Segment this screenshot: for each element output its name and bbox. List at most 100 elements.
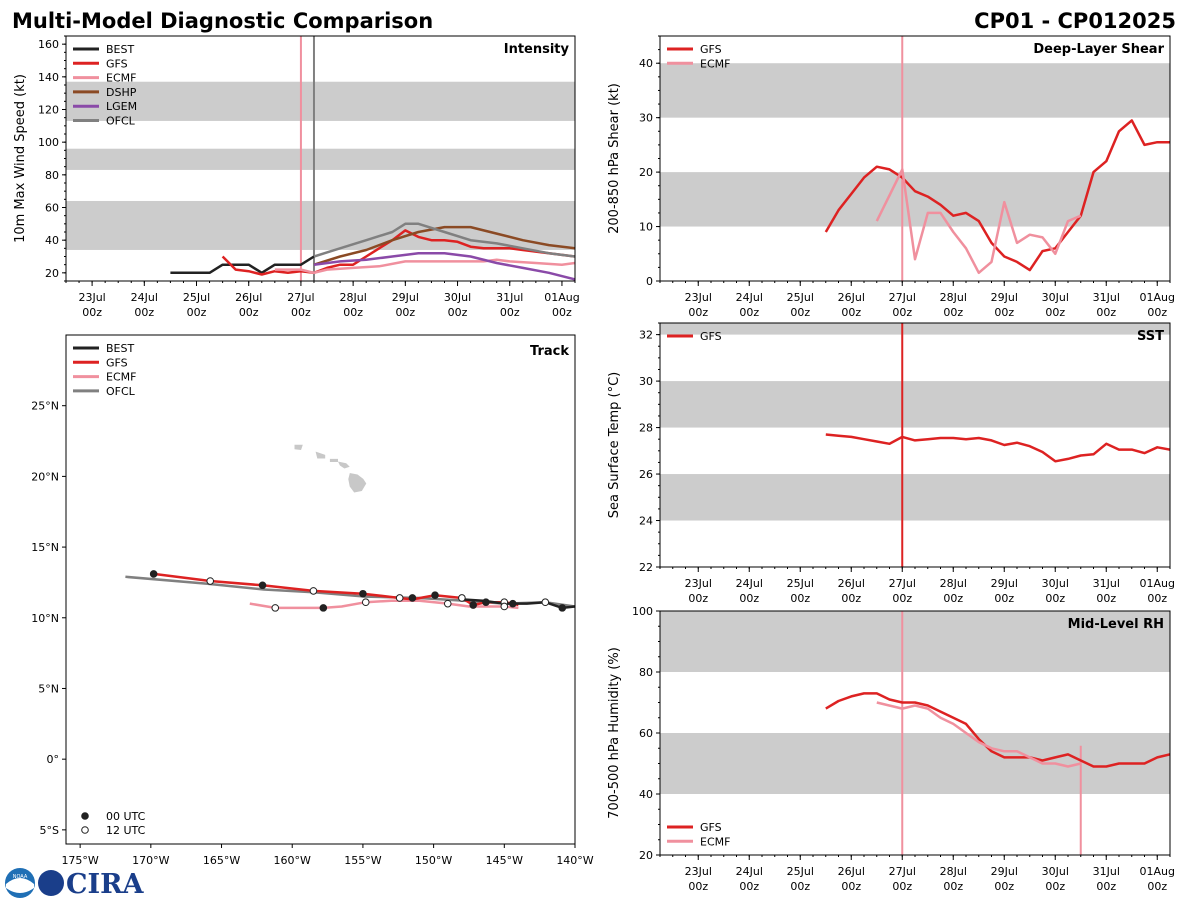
intensity-xtick-sublabel: 00z: [395, 306, 415, 319]
rh-panel: 20 40 60 80 100 23Jul 00z 24Jul 00z 25Jul 00z 26Jul…: [607, 605, 1175, 893]
intensity-series-dshp: [313, 225, 575, 266]
track-marker-12-utc: [500, 602, 509, 611]
intensity-xtick-label: 25Jul: [183, 291, 210, 304]
intensity-xtick-sublabel: 00z: [552, 306, 572, 319]
track-xtick-label: 170°W: [132, 854, 169, 867]
rh-xtick-label: 26Jul: [838, 865, 865, 878]
shear-ytick-label: 0: [646, 275, 653, 288]
track-ytick-label: 5°N: [38, 682, 59, 695]
rh-xtick-label: 24Jul: [736, 865, 763, 878]
intensity-ytick-label: 140: [38, 71, 59, 84]
rh-ytick-label: 60: [639, 727, 653, 740]
shear-series-gfs: [824, 119, 1170, 272]
sst-xtick-sublabel: 00z: [1147, 592, 1167, 605]
track-marker-12-utc: [206, 577, 215, 585]
sst-series-gfs: [825, 433, 1170, 463]
intensity-legend-label-lgem: LGEM: [106, 100, 137, 113]
track-marker-00-utc: [408, 594, 417, 602]
track-xtick-label: 140°W: [556, 854, 593, 867]
shear-xtick-label: 28Jul: [940, 291, 967, 304]
sst-xtick-sublabel: 00z: [841, 592, 861, 605]
intensity-ytick-label: 160: [38, 38, 59, 51]
intensity-ytick-label: 20: [45, 267, 59, 280]
rh-xtick-sublabel: 00z: [739, 880, 759, 893]
rh-ytick-label: 100: [632, 605, 653, 618]
sst-xtick-label: 26Jul: [838, 577, 865, 590]
track-marker-00-utc: [469, 601, 478, 609]
track-xtick-label: 175°W: [61, 854, 98, 867]
sst-ytick-label: 22: [639, 561, 653, 574]
intensity-title: Intensity: [504, 42, 570, 57]
intensity-xtick-label: 29Jul: [392, 291, 419, 304]
sst-xtick-sublabel: 00z: [688, 592, 708, 605]
intensity-ylabel: 10m Max Wind Speed (kt): [13, 74, 28, 243]
intensity-xtick-sublabel: 00z: [187, 306, 207, 319]
shear-band-1: [660, 63, 1170, 118]
rh-series-ecmf: [876, 701, 1082, 768]
rh-xtick-label: 30Jul: [1042, 865, 1069, 878]
track-ytick-label: 20°N: [31, 470, 59, 483]
sst-band-2: [660, 323, 1170, 335]
intensity-legend-label-dshp: DSHP: [106, 86, 137, 99]
land-oahu: [315, 451, 326, 459]
sst-xtick-sublabel: 00z: [943, 592, 963, 605]
shear-ytick-label: 30: [639, 112, 653, 125]
shear-title: Deep-Layer Shear: [1033, 42, 1164, 57]
rh-xtick-sublabel: 00z: [994, 880, 1014, 893]
sst-xtick-label: 01Aug: [1140, 577, 1175, 590]
shear-xtick-label: 23Jul: [685, 291, 712, 304]
intensity-xtick-label: 30Jul: [444, 291, 471, 304]
intensity-ytick-label: 60: [45, 202, 59, 215]
rh-xtick-label: 23Jul: [685, 865, 712, 878]
rh-legend-label-ecmf: ECMF: [700, 835, 730, 848]
track-xtick-label: 160°W: [274, 854, 311, 867]
page-title: Multi-Model Diagnostic Comparison: [12, 9, 433, 33]
track-legend-label-ecmf: ECMF: [106, 371, 136, 384]
track-ytick-label: 0°: [47, 753, 60, 766]
intensity-series-gfs: [221, 229, 575, 276]
intensity-ytick-label: 100: [38, 136, 59, 149]
shear-ytick-label: 20: [639, 166, 653, 179]
rh-xtick-label: 27Jul: [889, 865, 916, 878]
track-marker-00-utc: [482, 598, 490, 607]
intensity-xtick-label: 24Jul: [131, 291, 158, 304]
land-kauai: [294, 444, 303, 451]
sst-xtick-label: 28Jul: [940, 577, 967, 590]
rh-ytick-label: 40: [639, 788, 653, 801]
sst-xtick-sublabel: 00z: [1096, 592, 1116, 605]
sst-ylabel: Sea Surface Temp (°C): [607, 372, 622, 519]
rh-xtick-sublabel: 00z: [892, 880, 912, 893]
intensity-series-ofcl: [313, 222, 575, 258]
shear-xtick-label: 27Jul: [889, 291, 916, 304]
sst-xtick-sublabel: 00z: [994, 592, 1014, 605]
intensity-xtick-sublabel: 00z: [134, 306, 154, 319]
intensity-panel: 20 40 60 80 100 120 140 160 23Jul 00z 24Jul 00z 25Ju…: [13, 35, 580, 319]
shear-xtick-sublabel: 00z: [994, 306, 1014, 319]
land-hawaii: [348, 473, 367, 493]
sst-xtick-sublabel: 00z: [790, 592, 810, 605]
intensity-xtick-label: 31Jul: [496, 291, 523, 304]
sst-ytick-label: 28: [639, 422, 653, 435]
sst-xtick-label: 30Jul: [1042, 577, 1069, 590]
intensity-xtick-sublabel: 00z: [291, 306, 311, 319]
track-marker-12-utc: [361, 598, 370, 607]
rh-xtick-sublabel: 00z: [688, 880, 708, 893]
shear-xtick-label: 26Jul: [838, 291, 865, 304]
sst-xtick-sublabel: 00z: [892, 592, 912, 605]
track-marker-00-utc: [508, 599, 517, 608]
track-ytick-label: 15°N: [31, 541, 59, 554]
shear-xtick-label: 29Jul: [991, 291, 1018, 304]
intensity-legend-label-ecmf: ECMF: [106, 72, 136, 85]
intensity-legend-label-ofcl: OFCL: [106, 115, 136, 128]
sst-xtick-label: 24Jul: [736, 577, 763, 590]
storm-id: CP01 - CP012025: [974, 9, 1176, 33]
track-legend-label-gfs: GFS: [106, 356, 128, 369]
shear-series-ecmf: [875, 168, 1082, 275]
land-molokai: [329, 458, 338, 462]
intensity-xtick-label: 27Jul: [287, 291, 314, 304]
sst-legend: GFS: [667, 330, 722, 343]
track-panel: 5°S 0° 5°N 10°N 15°N 20°N 25°N 175°W 170°W 165°W 1…: [31, 334, 594, 867]
noaa-logo: NOAA: [5, 868, 35, 898]
